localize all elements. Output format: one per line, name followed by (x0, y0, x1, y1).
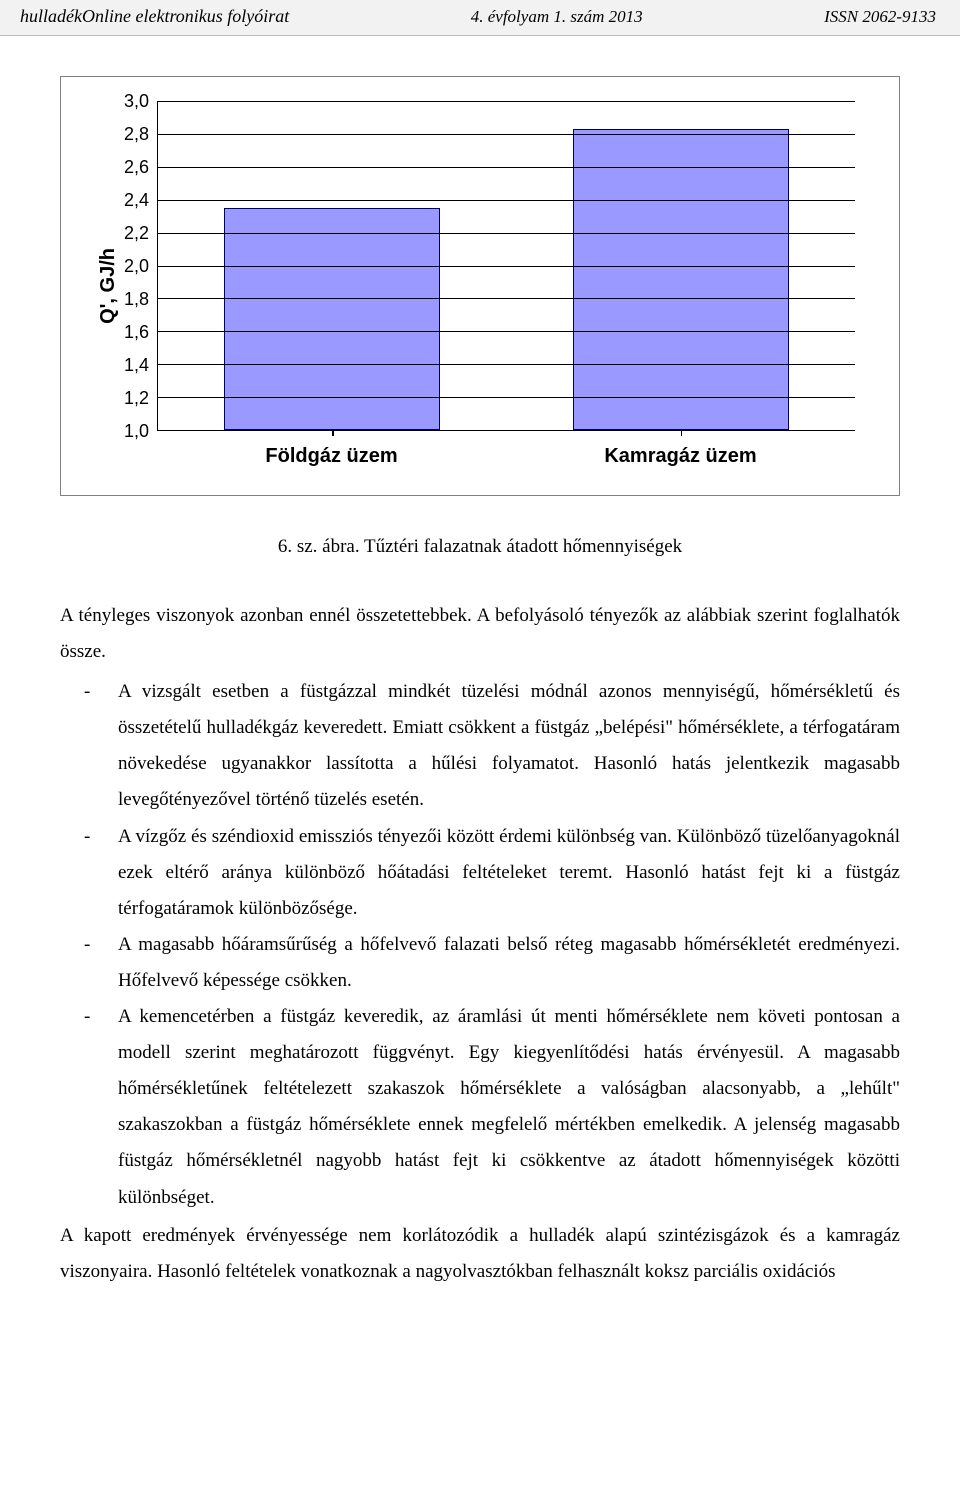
bullet-text: A magasabb hőáramsűrűség a hőfelvevő fal… (118, 927, 900, 999)
intro-paragraph: A tényleges viszonyok azonban ennél össz… (60, 598, 900, 670)
page-body: Q', GJ/h 3,02,82,62,42,22,01,81,61,41,21… (0, 36, 960, 1330)
chart-plot-wrap: Földgáz üzemKamragáz üzem (157, 101, 855, 471)
chart-gridline (158, 200, 855, 201)
bullet-text: A vízgőz és széndioxid emissziós tényező… (118, 819, 900, 927)
chart-gridline (158, 364, 855, 365)
chart-xtick-mark (332, 430, 334, 436)
header-journal-title: hulladékOnline elektronikus folyóirat (20, 6, 289, 27)
chart-gridline (158, 331, 855, 332)
chart-container: Q', GJ/h 3,02,82,62,42,22,01,81,61,41,21… (60, 76, 900, 496)
chart-xlabels: Földgáz üzemKamragáz üzem (157, 445, 855, 468)
header-issn: ISSN 2062-9133 (824, 7, 936, 27)
chart-gridline (158, 101, 855, 102)
bullet-dash: - (60, 819, 118, 927)
body-text: A tényleges viszonyok azonban ennél össz… (60, 598, 900, 1290)
bullet-item: -A kemencetérben a füstgáz keveredik, az… (60, 999, 900, 1216)
bullet-text: A kemencetérben a füstgáz keveredik, az … (118, 999, 900, 1216)
chart-gridline (158, 167, 855, 168)
header-issue: 4. évfolyam 1. szám 2013 (471, 7, 643, 27)
bullet-item: -A vizsgált esetben a füstgázzal mindkét… (60, 674, 900, 818)
bullet-item: -A vízgőz és széndioxid emissziós tényez… (60, 819, 900, 927)
chart-gridline (158, 298, 855, 299)
bullet-dash: - (60, 999, 118, 1216)
bullet-item: -A magasabb hőáramsűrűség a hőfelvevő fa… (60, 927, 900, 999)
chart-yticks: 3,02,82,62,42,22,01,81,61,41,21,0 (124, 101, 157, 431)
chart-gridline (158, 397, 855, 398)
chart-xlabel: Földgáz üzem (157, 445, 506, 468)
chart-gridline (158, 134, 855, 135)
page-header: hulladékOnline elektronikus folyóirat 4.… (0, 0, 960, 36)
chart-xtick-mark (681, 430, 683, 436)
bullet-list: -A vizsgált esetben a füstgázzal mindkét… (60, 674, 900, 1215)
closing-paragraph: A kapott eredmények érvényessége nem kor… (60, 1218, 900, 1290)
chart-bar (573, 129, 789, 430)
chart-ylabel: Q', GJ/h (93, 248, 124, 324)
chart-xlabel: Kamragáz üzem (506, 445, 855, 468)
bullet-dash: - (60, 674, 118, 818)
chart-plot-area (157, 101, 855, 431)
bullet-text: A vizsgált esetben a füstgázzal mindkét … (118, 674, 900, 818)
bullet-dash: - (60, 927, 118, 999)
chart-gridline (158, 233, 855, 234)
bar-chart: Q', GJ/h 3,02,82,62,42,22,01,81,61,41,21… (93, 101, 855, 471)
figure-caption: 6. sz. ábra. Tűztéri falazatnak átadott … (60, 536, 900, 558)
chart-gridline (158, 266, 855, 267)
